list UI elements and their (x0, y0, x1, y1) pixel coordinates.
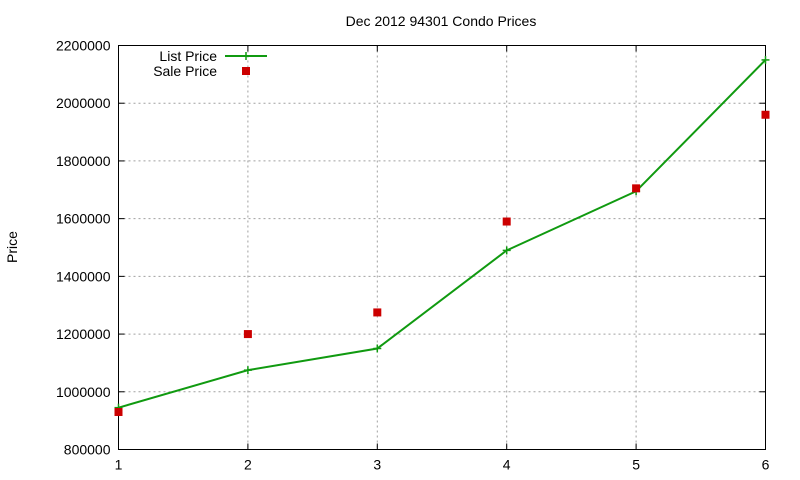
y-tick-label: 1000000 (56, 384, 111, 400)
grid-lines (118, 45, 766, 450)
list-price-point (373, 344, 382, 353)
series-layer (114, 55, 770, 416)
sale-price-point (761, 110, 770, 119)
sale-price-point (632, 184, 641, 193)
x-tick-label: 5 (632, 457, 640, 473)
y-tick-label: 1600000 (56, 211, 111, 227)
x-tick-label: 3 (373, 457, 381, 473)
x-tick-label: 4 (503, 457, 511, 473)
list-price-line (118, 59, 767, 409)
legend-label: Sale Price (153, 63, 217, 79)
sale-price-point (114, 407, 123, 416)
x-tick-label: 1 (115, 457, 123, 473)
legend-square-swatch (242, 67, 250, 75)
x-tick-label: 2 (244, 457, 252, 473)
y-tick-label: 1400000 (56, 268, 111, 284)
x-tick-label: 6 (762, 457, 770, 473)
y-tick-label: 2200000 (56, 38, 111, 54)
y-tick-label: 800000 (64, 442, 111, 458)
y-tick-label: 1800000 (56, 153, 111, 169)
sale-price-point (243, 330, 252, 339)
sale-price-point (502, 217, 511, 226)
legend-label: List Price (159, 48, 217, 64)
axis-ticks: 1 2 3 4 5 6 800000 1000000 1200000 1400000 1600000… (56, 38, 770, 473)
list-price-point (502, 246, 511, 255)
list-price-point (761, 55, 770, 64)
chart-title: Dec 2012 94301 Condo Prices (346, 13, 537, 29)
y-tick-label: 1200000 (56, 326, 111, 342)
list-price-point (243, 366, 252, 375)
y-tick-label: 2000000 (56, 95, 111, 111)
y-axis-label: Price (4, 231, 20, 263)
plot-frame (118, 45, 766, 450)
legend-plus-marker (242, 52, 250, 60)
sale-price-point (373, 308, 382, 317)
